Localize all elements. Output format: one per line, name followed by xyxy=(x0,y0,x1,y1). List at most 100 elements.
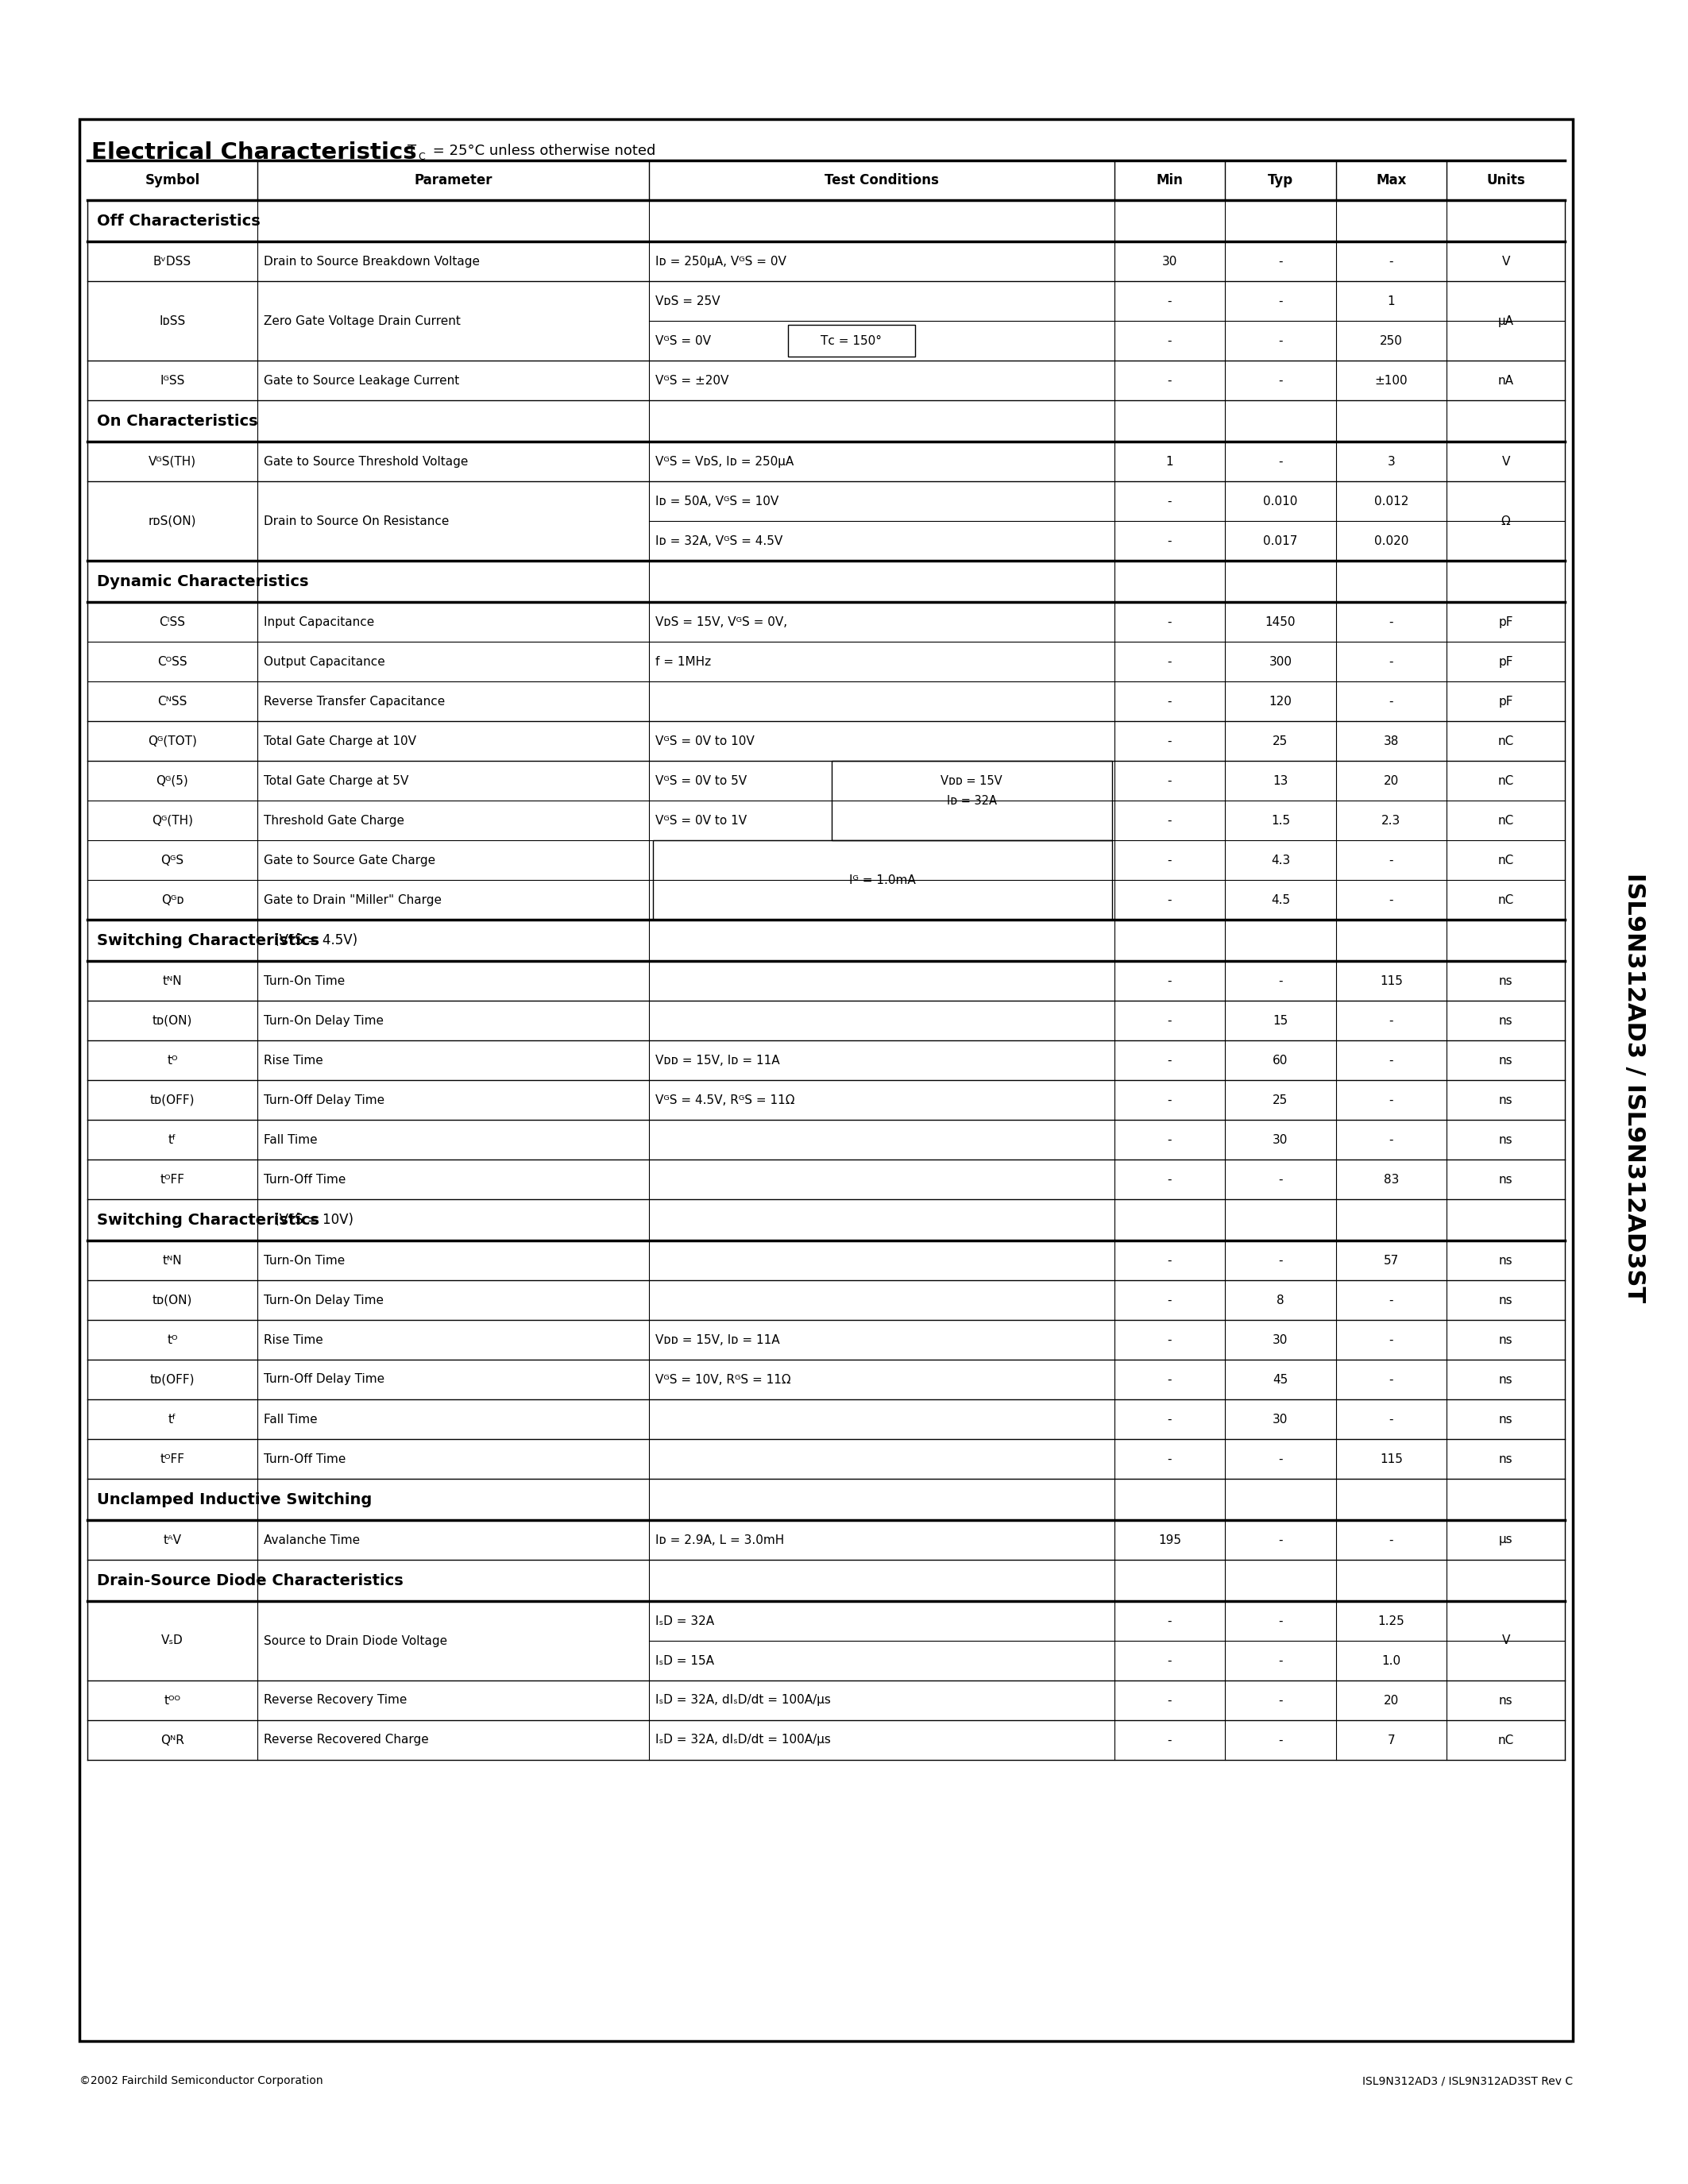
Text: -: - xyxy=(1278,1614,1283,1627)
Text: VᴳS(TH): VᴳS(TH) xyxy=(149,456,196,467)
Text: -: - xyxy=(1278,256,1283,266)
Text: Switching Characteristics: Switching Characteristics xyxy=(96,933,319,948)
Text: BᵛDSS: BᵛDSS xyxy=(154,256,191,266)
Text: Min: Min xyxy=(1156,173,1183,188)
Text: pF: pF xyxy=(1499,695,1512,708)
Text: ns: ns xyxy=(1499,1133,1512,1147)
Text: -: - xyxy=(1168,496,1171,507)
Text: (VᴳS = 4.5V): (VᴳS = 4.5V) xyxy=(270,933,358,948)
Text: ns: ns xyxy=(1499,1334,1512,1345)
Text: Turn-Off Time: Turn-Off Time xyxy=(263,1452,346,1465)
Text: Turn-On Time: Turn-On Time xyxy=(263,974,344,987)
Text: -: - xyxy=(1168,1614,1171,1627)
Text: -: - xyxy=(1389,1374,1394,1385)
Text: ns: ns xyxy=(1499,1254,1512,1267)
Text: VᴳS = 10V, RᴳS = 11Ω: VᴳS = 10V, RᴳS = 11Ω xyxy=(655,1374,790,1385)
Text: tᴅ(ON): tᴅ(ON) xyxy=(152,1295,192,1306)
Text: 38: 38 xyxy=(1384,736,1399,747)
Text: -: - xyxy=(1278,1655,1283,1666)
Text: -: - xyxy=(1168,1094,1171,1105)
Text: f = 1MHz: f = 1MHz xyxy=(655,655,711,668)
Text: Ω: Ω xyxy=(1501,515,1511,526)
Text: -: - xyxy=(1168,535,1171,546)
Text: -: - xyxy=(1278,1254,1283,1267)
Text: 250: 250 xyxy=(1379,334,1403,347)
Text: VᴳS = 0V: VᴳS = 0V xyxy=(655,334,711,347)
Text: tᴼFF: tᴼFF xyxy=(160,1173,184,1186)
Text: -: - xyxy=(1168,1016,1171,1026)
Text: Drain-Source Diode Characteristics: Drain-Source Diode Characteristics xyxy=(96,1572,403,1588)
Text: -: - xyxy=(1168,1334,1171,1345)
Text: IₛD = 15A: IₛD = 15A xyxy=(655,1655,714,1666)
Text: Iᴅ = 2.9A, L = 3.0mH: Iᴅ = 2.9A, L = 3.0mH xyxy=(655,1533,783,1546)
Text: -: - xyxy=(1389,616,1394,627)
Text: -: - xyxy=(1389,1133,1394,1147)
Text: ns: ns xyxy=(1499,1016,1512,1026)
Text: Qᴳ(TH): Qᴳ(TH) xyxy=(152,815,192,826)
Text: Symbol: Symbol xyxy=(145,173,199,188)
Text: Fall Time: Fall Time xyxy=(263,1133,317,1147)
Text: -: - xyxy=(1389,256,1394,266)
Bar xyxy=(788,325,915,356)
Text: pF: pF xyxy=(1499,616,1512,627)
Text: VᴅS = 15V, VᴳS = 0V,: VᴅS = 15V, VᴳS = 0V, xyxy=(655,616,787,627)
Text: tᴅ(OFF): tᴅ(OFF) xyxy=(150,1374,194,1385)
Text: = 25°C unless otherwise noted: = 25°C unless otherwise noted xyxy=(429,144,655,157)
Text: Drain to Source Breakdown Voltage: Drain to Source Breakdown Voltage xyxy=(263,256,479,266)
Text: CᴼSS: CᴼSS xyxy=(157,655,187,668)
Text: Iᴅ = 32A, VᴳS = 4.5V: Iᴅ = 32A, VᴳS = 4.5V xyxy=(655,535,783,546)
Text: Total Gate Charge at 5V: Total Gate Charge at 5V xyxy=(263,775,408,786)
Bar xyxy=(79,120,1573,2042)
Text: Dynamic Characteristics: Dynamic Characteristics xyxy=(96,574,309,590)
Text: -: - xyxy=(1168,616,1171,627)
Text: ns: ns xyxy=(1499,1055,1512,1066)
Text: -: - xyxy=(1168,655,1171,668)
Text: Fall Time: Fall Time xyxy=(263,1413,317,1426)
Text: (VᴳS = 10V): (VᴳS = 10V) xyxy=(270,1212,353,1227)
Text: -: - xyxy=(1278,1173,1283,1186)
Text: ns: ns xyxy=(1499,974,1512,987)
Text: tᶠ: tᶠ xyxy=(169,1413,177,1426)
Text: -: - xyxy=(1168,815,1171,826)
Text: Rise Time: Rise Time xyxy=(263,1334,322,1345)
Text: -: - xyxy=(1389,1295,1394,1306)
Text: -: - xyxy=(1278,373,1283,387)
Text: -: - xyxy=(1278,456,1283,467)
Text: -: - xyxy=(1168,295,1171,308)
Text: ns: ns xyxy=(1499,1413,1512,1426)
Text: ns: ns xyxy=(1499,1452,1512,1465)
Text: ns: ns xyxy=(1499,1094,1512,1105)
Text: Units: Units xyxy=(1487,173,1526,188)
Text: Turn-Off Time: Turn-Off Time xyxy=(263,1173,346,1186)
Text: 25: 25 xyxy=(1273,1094,1288,1105)
Text: Test Conditions: Test Conditions xyxy=(824,173,939,188)
Text: ns: ns xyxy=(1499,1295,1512,1306)
Text: -: - xyxy=(1168,1133,1171,1147)
Text: ISL9N312AD3 / ISL9N312AD3ST Rev C: ISL9N312AD3 / ISL9N312AD3ST Rev C xyxy=(1362,2075,1573,2086)
Text: QᴳS: QᴳS xyxy=(160,854,184,867)
Text: Max: Max xyxy=(1376,173,1406,188)
Text: 300: 300 xyxy=(1269,655,1291,668)
Text: -: - xyxy=(1168,1695,1171,1706)
Text: Vᴅᴅ = 15V, Iᴅ = 11A: Vᴅᴅ = 15V, Iᴅ = 11A xyxy=(655,1334,780,1345)
Text: C: C xyxy=(419,151,425,162)
Text: V: V xyxy=(1502,456,1509,467)
Text: tᴺN: tᴺN xyxy=(162,974,182,987)
Text: nC: nC xyxy=(1497,736,1514,747)
Text: V: V xyxy=(1502,256,1509,266)
Text: IₛD = 32A, dIₛD/dt = 100A/μs: IₛD = 32A, dIₛD/dt = 100A/μs xyxy=(655,1734,830,1745)
Text: 20: 20 xyxy=(1384,1695,1399,1706)
Text: Reverse Recovery Time: Reverse Recovery Time xyxy=(263,1695,407,1706)
Text: -: - xyxy=(1278,334,1283,347)
Text: -: - xyxy=(1278,1533,1283,1546)
Bar xyxy=(832,760,1112,841)
Text: -: - xyxy=(1389,1334,1394,1345)
Text: 1.0: 1.0 xyxy=(1382,1655,1401,1666)
Text: 4.5: 4.5 xyxy=(1271,893,1290,906)
Text: -: - xyxy=(1168,1734,1171,1745)
Text: nC: nC xyxy=(1497,1734,1514,1745)
Text: 1.25: 1.25 xyxy=(1377,1614,1404,1627)
Text: Gate to Drain "Miller" Charge: Gate to Drain "Miller" Charge xyxy=(263,893,442,906)
Text: Reverse Transfer Capacitance: Reverse Transfer Capacitance xyxy=(263,695,446,708)
Text: VᴳS = 0V to 10V: VᴳS = 0V to 10V xyxy=(655,736,755,747)
